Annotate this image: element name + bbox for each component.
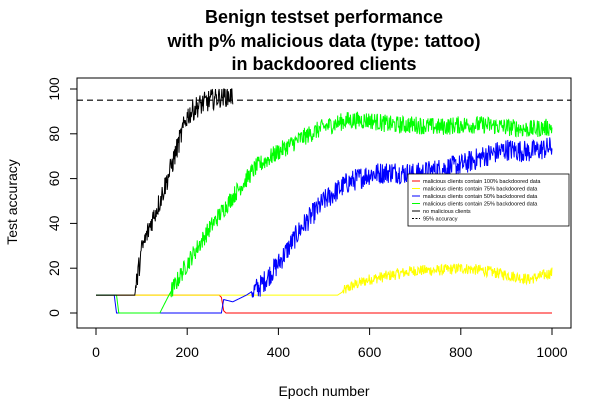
legend-label: malicious clients contain 50% backdoored…	[423, 194, 538, 200]
x-tick-label: 800	[449, 344, 473, 360]
y-tick-label: 80	[46, 126, 62, 142]
legend: malicious clients contain 100% backdoore…	[407, 173, 570, 227]
x-tick-label: 600	[358, 344, 382, 360]
series-line-4	[96, 111, 553, 314]
y-tick-label: 60	[46, 171, 62, 187]
legend-label: 95% accuracy	[423, 217, 458, 223]
series-line-2	[96, 262, 553, 296]
legend-label: malicious clients contain 100% backdoore…	[423, 179, 541, 185]
y-tick-label: 20	[46, 260, 62, 276]
x-axis-label: Epoch number	[278, 383, 369, 399]
chart-title-line-1: Benign testset performance	[205, 7, 443, 27]
y-tick-label: 100	[46, 77, 62, 101]
y-tick-label: 40	[46, 215, 62, 231]
y-axis: 0 20 40 60 80 100	[46, 77, 78, 317]
series-layer	[96, 88, 553, 314]
x-tick-label: 400	[267, 344, 291, 360]
chart-title-line-2: with p% malicious data (type: tattoo)	[166, 31, 480, 51]
x-tick-label: 0	[92, 344, 100, 360]
x-tick-label: 1000	[536, 344, 567, 360]
y-tick-label: 0	[46, 309, 62, 317]
chart-title: Benign testset performance with p% malic…	[166, 7, 480, 74]
series-line-5	[96, 88, 234, 296]
legend-label: malicious clients contain 75% backdoored…	[423, 187, 538, 193]
series-line-3	[96, 137, 553, 314]
x-tick-label: 200	[176, 344, 200, 360]
legend-box	[407, 173, 570, 227]
chart-title-line-3: in backdoored clients	[231, 54, 416, 74]
y-axis-label: Test accuracy	[4, 159, 20, 245]
legend-label: malicious clients contain 25% backdoored…	[423, 202, 538, 208]
x-axis: 0 200 400 600 800 1000	[92, 327, 568, 360]
legend-label: no malicious clients	[423, 209, 471, 215]
